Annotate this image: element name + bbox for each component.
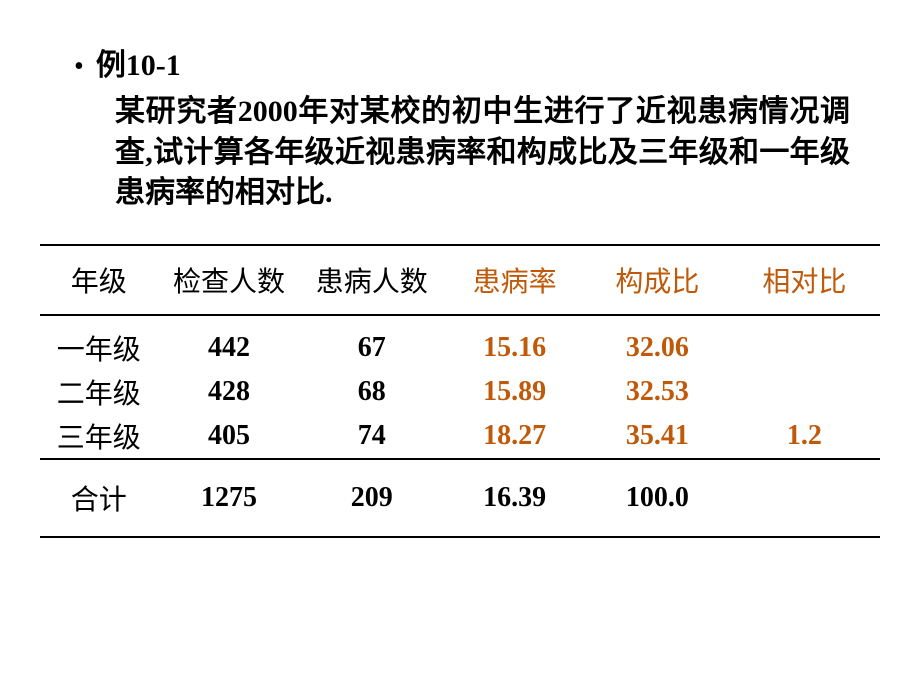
cell-prevalence: 18.27 (443, 414, 586, 459)
table-row: 二年级 428 68 15.89 32.53 (40, 370, 880, 414)
header-ratio: 相对比 (729, 245, 880, 315)
header-cases: 患病人数 (300, 245, 443, 315)
cell-prevalence: 15.89 (443, 370, 586, 414)
cell-total-cases: 209 (300, 459, 443, 537)
slide-content: • 例10-1 某研究者2000年对某校的初中生进行了近视患病情况调查,试计算各… (0, 0, 920, 214)
bullet-line: • 例10-1 (50, 40, 870, 84)
cell-cases: 74 (300, 414, 443, 459)
cell-grade: 一年级 (40, 315, 158, 370)
cell-grade: 二年级 (40, 370, 158, 414)
cell-examined: 405 (158, 414, 301, 459)
cell-total-label: 合计 (40, 459, 158, 537)
cell-total-composition: 100.0 (586, 459, 729, 537)
cell-grade: 三年级 (40, 414, 158, 459)
bullet-marker: • (74, 51, 84, 83)
total-row: 合计 1275 209 16.39 100.0 (40, 459, 880, 537)
table-row: 三年级 405 74 18.27 35.41 1.2 (40, 414, 880, 459)
cell-total-ratio (729, 459, 880, 537)
table-footer: 合计 1275 209 16.39 100.0 (40, 459, 880, 537)
cell-composition: 35.41 (586, 414, 729, 459)
cell-examined: 428 (158, 370, 301, 414)
cell-total-prevalence: 16.39 (443, 459, 586, 537)
header-row: 年级 检查人数 患病人数 患病率 构成比 相对比 (40, 245, 880, 315)
cell-ratio (729, 370, 880, 414)
cell-composition: 32.53 (586, 370, 729, 414)
cell-cases: 68 (300, 370, 443, 414)
table-container: 年级 检查人数 患病人数 患病率 构成比 相对比 一年级 442 67 15.1… (0, 244, 920, 538)
table-header: 年级 检查人数 患病人数 患病率 构成比 相对比 (40, 245, 880, 315)
cell-ratio: 1.2 (729, 414, 880, 459)
cell-examined: 442 (158, 315, 301, 370)
cell-total-examined: 1275 (158, 459, 301, 537)
table-body: 一年级 442 67 15.16 32.06 二年级 428 68 15.89 … (40, 315, 880, 459)
cell-composition: 32.06 (586, 315, 729, 370)
example-title: 例10-1 (96, 40, 181, 84)
cell-ratio (729, 315, 880, 370)
header-composition: 构成比 (586, 245, 729, 315)
table-row: 一年级 442 67 15.16 32.06 (40, 315, 880, 370)
cell-prevalence: 15.16 (443, 315, 586, 370)
cell-cases: 67 (300, 315, 443, 370)
description-text: 某研究者2000年对某校的初中生进行了近视患病情况调查,试计算各年级近视患病率和… (50, 92, 870, 214)
data-table: 年级 检查人数 患病人数 患病率 构成比 相对比 一年级 442 67 15.1… (40, 244, 880, 538)
header-prevalence: 患病率 (443, 245, 586, 315)
header-examined: 检查人数 (158, 245, 301, 315)
header-grade: 年级 (40, 245, 158, 315)
